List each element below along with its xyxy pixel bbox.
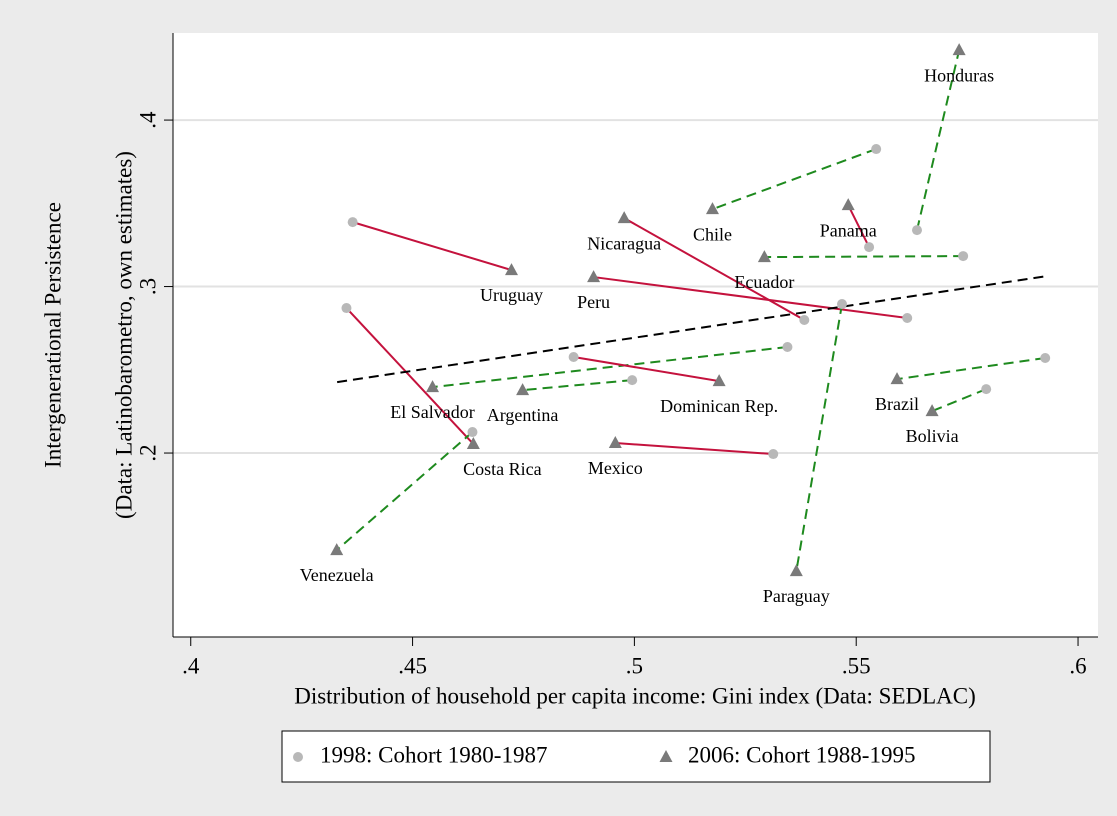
country-connector <box>847 204 870 248</box>
legend-marker <box>659 750 673 762</box>
country-label: Peru <box>577 292 610 312</box>
country-label: Honduras <box>924 65 994 85</box>
country-connector <box>615 442 774 456</box>
country-label: Costa Rica <box>463 459 542 479</box>
x-tick-label: .5 <box>626 653 643 678</box>
country-connector <box>712 148 877 211</box>
country-connector <box>573 355 720 383</box>
marker-circle <box>958 251 969 262</box>
x-axis-title: Distribution of household per capita inc… <box>294 683 976 708</box>
x-tick-label: .45 <box>398 653 427 678</box>
marker-circle <box>341 303 352 314</box>
marker-circle <box>837 299 848 310</box>
marker-circle <box>347 217 358 228</box>
country-label: Brazil <box>875 394 919 414</box>
country-connector <box>336 431 474 551</box>
y-tick-label: .3 <box>135 278 160 295</box>
y-tick-label: .4 <box>135 111 160 129</box>
country-connector <box>896 356 1046 381</box>
marker-circle <box>1040 352 1051 363</box>
country-connector <box>931 388 987 413</box>
country-label: Dominican Rep. <box>660 396 778 416</box>
x-tick-label: .6 <box>1069 653 1086 678</box>
country-connector <box>522 379 633 392</box>
marker-triangle <box>426 380 440 393</box>
marker-circle <box>799 315 810 326</box>
country-connector <box>623 217 805 321</box>
country-label: Panama <box>820 220 877 240</box>
marker-triangle <box>789 564 803 577</box>
country-label: Paraguay <box>763 586 830 606</box>
country-label: El Salvador <box>390 402 474 422</box>
x-tick-label: .4 <box>182 653 200 678</box>
marker-triangle <box>712 374 726 387</box>
country-connector <box>345 307 475 445</box>
country-label: Ecuador <box>734 272 794 292</box>
country-label: Nicaragua <box>587 233 661 253</box>
country-label: Venezuela <box>300 565 374 585</box>
marker-circle <box>911 225 922 236</box>
marker-circle <box>864 242 875 253</box>
country-label: Mexico <box>588 458 643 478</box>
marker-circle <box>871 144 882 155</box>
marker-circle <box>467 427 478 438</box>
country-label: Bolivia <box>906 426 959 446</box>
marker-triangle <box>330 543 344 556</box>
marker-triangle <box>841 198 855 211</box>
marker-circle <box>981 384 992 395</box>
fit-line <box>337 275 1048 384</box>
marker-triangle <box>587 270 601 283</box>
y-axis-subtitle: (Data: Latinobarometro, own estimates) <box>111 151 136 519</box>
marker-triangle <box>466 437 480 450</box>
country-label: Chile <box>693 224 732 244</box>
country-connector <box>593 276 908 320</box>
country-connector <box>795 303 844 572</box>
marker-triangle <box>516 383 530 396</box>
marker-circle <box>782 341 793 352</box>
marker-circle <box>627 375 638 386</box>
marker-triangle <box>925 404 939 417</box>
country-connector <box>764 255 964 259</box>
country-connector <box>352 221 512 272</box>
marker-triangle <box>608 436 622 449</box>
legend-marker <box>293 752 303 762</box>
legend-label: 1998: Cohort 1980-1987 <box>320 742 547 767</box>
marker-triangle <box>617 211 631 224</box>
marker-circle <box>768 449 779 460</box>
marker-triangle <box>757 250 771 263</box>
marker-circle <box>902 313 913 324</box>
y-tick-label: .2 <box>135 444 160 461</box>
marker-triangle <box>890 372 904 385</box>
plot-region <box>173 33 1098 637</box>
legend-label: 2006: Cohort 1988-1995 <box>688 742 915 767</box>
marker-triangle <box>705 202 719 215</box>
marker-triangle <box>952 43 966 56</box>
marker-circle <box>568 351 579 362</box>
country-label: Argentina <box>487 405 559 425</box>
y-axis-title: Intergenerational Persistence <box>40 202 65 468</box>
x-tick-label: .55 <box>842 653 871 678</box>
country-connector <box>432 345 788 389</box>
legend-box <box>281 730 991 783</box>
marker-triangle <box>505 263 519 276</box>
country-label: Uruguay <box>480 285 543 305</box>
